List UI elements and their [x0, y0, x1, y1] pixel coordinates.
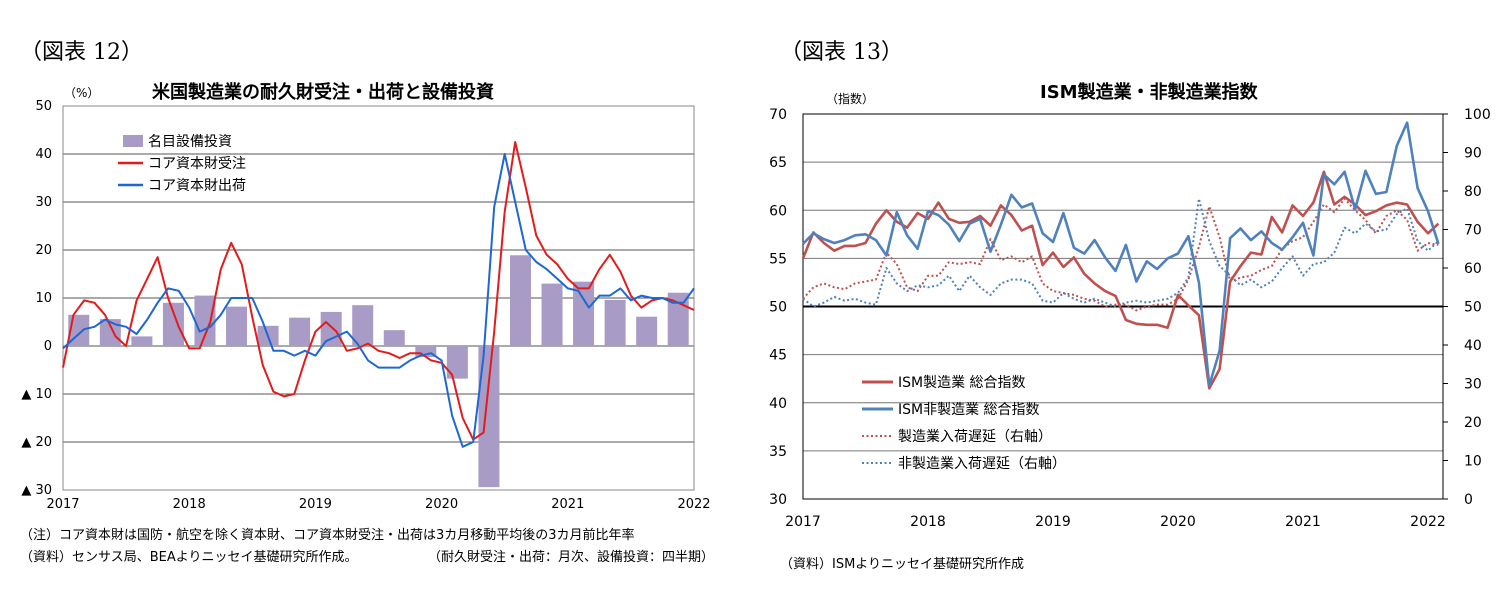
y2-tick-0: 0 [1464, 492, 1473, 508]
line-mfg_delivery [802, 197, 1439, 312]
y2-tick-5: 50 [1464, 300, 1482, 316]
bar-capex-13 [478, 346, 500, 488]
x-tick-right-2019: 2019 [1035, 514, 1071, 530]
legend-label-right-0: ISM製造業 総合指数 [898, 375, 1026, 391]
note-frequency: （耐久財受注・出荷：月次、設備投資：四半期） [428, 550, 715, 565]
x-tick-left-2021: 2021 [551, 497, 584, 512]
bar-capex-16 [573, 281, 595, 346]
bar-capex-1 [99, 319, 121, 346]
y2-tick-9: 90 [1464, 146, 1482, 162]
y-tick-left-3: 20 [35, 243, 52, 258]
bar-capex-3 [162, 302, 184, 346]
bar-capex-15 [541, 283, 563, 346]
bar-capex-9 [352, 305, 374, 346]
y-tick-right-4: 50 [769, 300, 787, 316]
y-tick-left-4: 10 [35, 291, 52, 306]
bar-capex-8 [320, 311, 342, 346]
line-ism_nonmfg [802, 121, 1440, 387]
legend-label-right-1: ISM非製造業 総合指数 [898, 402, 1040, 418]
y2-tick-2: 20 [1464, 415, 1482, 431]
y2-tick-10: 100 [1464, 107, 1491, 123]
y-unit-percent: （%） [64, 86, 100, 100]
y-tick-right-1: 35 [769, 444, 787, 460]
y2-tick-8: 80 [1464, 184, 1482, 200]
x-tick-right-2021: 2021 [1285, 514, 1321, 530]
x-tick-left-2022: 2022 [677, 497, 710, 512]
bar-capex-10 [383, 330, 405, 346]
y-tick-left-0: 50 [35, 99, 52, 114]
x-tick-right-2022: 2022 [1410, 514, 1446, 530]
legend-label-left-2: コア資本財出荷 [148, 178, 246, 194]
chart-title-durable-goods: 米国製造業の耐久財受注・出荷と設備投資 [152, 82, 494, 103]
legend-swatch-left-0 [123, 135, 143, 147]
x-tick-left-2018: 2018 [173, 497, 206, 512]
y-tick-left-6: ▲ 10 [21, 387, 52, 402]
y-tick-left-7: ▲ 20 [21, 435, 52, 450]
chart-title-ism: ISM製造業・非製造業指数 [1040, 82, 1258, 103]
line-orders [62, 141, 695, 441]
note-source-left: （資料）センサス局、BEAよりニッセイ基礎研究所作成。 [20, 550, 358, 565]
x-tick-left-2019: 2019 [299, 497, 332, 512]
note-definition: （注）コア資本財は国防・航空を除く資本財、コア資本財受注・出荷は3カ月移動平均後… [20, 528, 635, 543]
x-tick-left-2020: 2020 [425, 497, 458, 512]
y2-tick-1: 10 [1464, 454, 1482, 470]
note-source-right: （資料）ISMよりニッセイ基礎研究所作成 [780, 557, 1025, 572]
bar-capex-5 [226, 306, 248, 346]
x-tick-right-2020: 2020 [1160, 514, 1196, 530]
bar-capex-12 [446, 346, 468, 379]
y-tick-right-3: 45 [769, 348, 787, 364]
bar-capex-7 [289, 317, 311, 346]
plot-frame-left [62, 105, 695, 491]
x-tick-right-2018: 2018 [910, 514, 946, 530]
figure-label-12: （図表 12） [20, 40, 143, 65]
y2-tick-3: 30 [1464, 377, 1482, 393]
bar-capex-18 [636, 316, 658, 346]
y-tick-right-5: 55 [769, 251, 787, 267]
y-tick-right-6: 60 [769, 203, 787, 219]
y2-tick-4: 40 [1464, 338, 1482, 354]
line-ism_mfg [801, 170, 1440, 390]
legend-label-right-2: 製造業入荷遅延（右軸） [898, 429, 1052, 445]
y-tick-right-2: 40 [769, 396, 787, 412]
y-tick-left-1: 40 [35, 147, 52, 162]
x-tick-left-2017: 2017 [46, 497, 79, 512]
bar-capex-11 [415, 346, 437, 358]
y-tick-right-0: 30 [769, 492, 787, 508]
y2-tick-6: 60 [1464, 261, 1482, 277]
bar-capex-2 [131, 336, 153, 346]
legend-label-left-0: 名目設備投資 [148, 134, 232, 150]
y2-tick-7: 70 [1464, 223, 1482, 239]
y-tick-left-2: 30 [35, 195, 52, 210]
bar-capex-17 [604, 299, 626, 346]
legend-label-right-3: 非製造業入荷遅延（右軸） [898, 456, 1066, 472]
x-tick-right-2017: 2017 [785, 514, 821, 530]
y-tick-left-5: 0 [44, 339, 52, 354]
line-shipments [62, 153, 695, 448]
bar-capex-14 [509, 255, 531, 346]
y-unit-index: （指数） [826, 92, 875, 106]
figure-label-13: （図表 13） [780, 40, 903, 65]
y-tick-left-8: ▲ 30 [21, 483, 52, 498]
y-tick-right-7: 65 [769, 155, 787, 171]
y-tick-right-8: 70 [769, 107, 787, 123]
bar-capex-4 [194, 295, 216, 346]
legend-label-left-1: コア資本財受注 [148, 156, 246, 172]
